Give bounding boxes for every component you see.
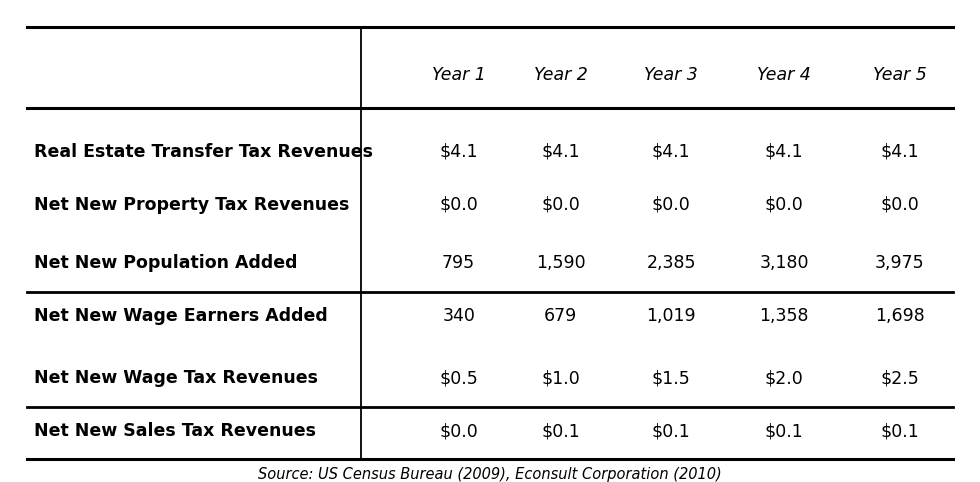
- Text: $0.1: $0.1: [880, 422, 919, 441]
- Text: 679: 679: [544, 307, 577, 325]
- Text: $4.1: $4.1: [880, 143, 919, 161]
- Text: $0.0: $0.0: [439, 422, 478, 441]
- Text: Net New Wage Tax Revenues: Net New Wage Tax Revenues: [34, 369, 319, 388]
- Text: $4.1: $4.1: [439, 143, 478, 161]
- Text: $0.1: $0.1: [541, 422, 580, 441]
- Text: $0.0: $0.0: [764, 196, 804, 214]
- Text: Net New Population Added: Net New Population Added: [34, 254, 298, 272]
- Text: $0.0: $0.0: [541, 196, 580, 214]
- Text: $0.0: $0.0: [652, 196, 691, 214]
- Text: Year 2: Year 2: [534, 66, 587, 84]
- Text: $1.0: $1.0: [541, 369, 580, 388]
- Text: $2.5: $2.5: [880, 369, 919, 388]
- Text: 340: 340: [442, 307, 475, 325]
- Text: Year 1: Year 1: [432, 66, 485, 84]
- Text: $1.5: $1.5: [652, 369, 691, 388]
- Text: Source: US Census Bureau (2009), Econsult Corporation (2010): Source: US Census Bureau (2009), Econsul…: [258, 467, 722, 482]
- Text: $4.1: $4.1: [541, 143, 580, 161]
- Text: Net New Property Tax Revenues: Net New Property Tax Revenues: [34, 196, 350, 214]
- Text: Year 5: Year 5: [873, 66, 926, 84]
- Text: Net New Wage Earners Added: Net New Wage Earners Added: [34, 307, 328, 325]
- Text: $0.5: $0.5: [439, 369, 478, 388]
- Text: $0.0: $0.0: [880, 196, 919, 214]
- Text: Real Estate Transfer Tax Revenues: Real Estate Transfer Tax Revenues: [34, 143, 373, 161]
- Text: 1,019: 1,019: [647, 307, 696, 325]
- Text: $4.1: $4.1: [652, 143, 691, 161]
- Text: $2.0: $2.0: [764, 369, 804, 388]
- Text: 1,590: 1,590: [536, 254, 585, 272]
- Text: $0.0: $0.0: [439, 196, 478, 214]
- Text: $0.1: $0.1: [652, 422, 691, 441]
- Text: 3,180: 3,180: [760, 254, 808, 272]
- Text: 3,975: 3,975: [875, 254, 924, 272]
- Text: 2,385: 2,385: [647, 254, 696, 272]
- Text: $0.1: $0.1: [764, 422, 804, 441]
- Text: 1,698: 1,698: [875, 307, 924, 325]
- Text: Net New Property Tax Revenues: Net New Property Tax Revenues: [34, 196, 350, 214]
- Text: Year 4: Year 4: [758, 66, 810, 84]
- Text: 1,358: 1,358: [760, 307, 808, 325]
- Text: 795: 795: [442, 254, 475, 272]
- Text: Net New Sales Tax Revenues: Net New Sales Tax Revenues: [34, 422, 317, 441]
- Text: $4.1: $4.1: [764, 143, 804, 161]
- Text: Year 3: Year 3: [645, 66, 698, 84]
